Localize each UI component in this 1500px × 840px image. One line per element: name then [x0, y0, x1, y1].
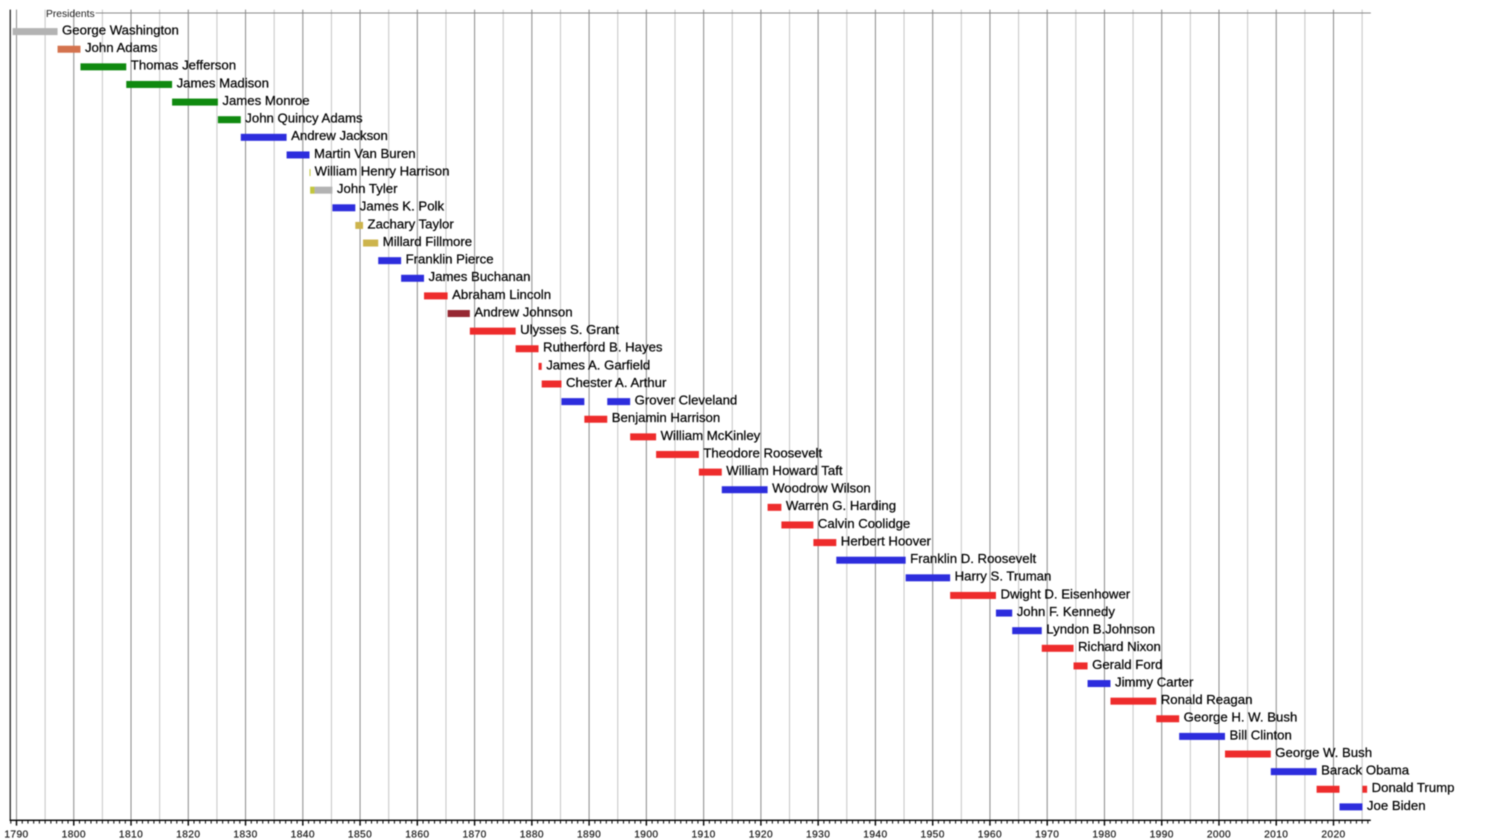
svg-text:George H. W. Bush: George H. W. Bush	[1184, 710, 1298, 725]
svg-text:Chester A. Arthur: Chester A. Arthur	[566, 375, 667, 390]
svg-text:Andrew Johnson: Andrew Johnson	[474, 304, 572, 319]
svg-text:James K. Polk: James K. Polk	[360, 199, 445, 214]
svg-text:1870: 1870	[462, 830, 486, 840]
svg-text:James Madison: James Madison	[177, 75, 269, 90]
svg-text:James A. Garfield: James A. Garfield	[546, 357, 650, 372]
svg-text:1900: 1900	[634, 830, 658, 840]
svg-text:1890: 1890	[577, 830, 601, 840]
svg-text:1920: 1920	[749, 830, 773, 840]
svg-text:Grover Cleveland: Grover Cleveland	[635, 393, 738, 408]
svg-text:Thomas Jefferson: Thomas Jefferson	[131, 58, 236, 73]
svg-text:1840: 1840	[291, 830, 315, 840]
svg-text:Benjamin Harrison: Benjamin Harrison	[612, 410, 720, 425]
svg-text:Abraham Lincoln: Abraham Lincoln	[452, 287, 551, 302]
svg-text:1990: 1990	[1150, 830, 1174, 840]
svg-text:Barack Obama: Barack Obama	[1321, 763, 1410, 778]
svg-text:1950: 1950	[921, 830, 945, 840]
svg-text:Martin Van Buren: Martin Van Buren	[314, 146, 416, 161]
svg-text:1860: 1860	[405, 830, 429, 840]
svg-text:George W. Bush: George W. Bush	[1275, 745, 1372, 760]
svg-text:1910: 1910	[691, 830, 715, 840]
svg-text:Presidents: Presidents	[46, 9, 95, 20]
svg-text:James Monroe: James Monroe	[222, 93, 309, 108]
svg-text:Harry S. Truman: Harry S. Truman	[955, 569, 1052, 584]
svg-text:1960: 1960	[978, 830, 1002, 840]
svg-text:William Howard Taft: William Howard Taft	[726, 463, 843, 478]
svg-text:William Henry Harrison: William Henry Harrison	[315, 163, 450, 178]
svg-text:1970: 1970	[1035, 830, 1059, 840]
svg-text:1790: 1790	[4, 830, 28, 840]
svg-text:1980: 1980	[1092, 830, 1116, 840]
svg-text:Woodrow Wilson: Woodrow Wilson	[772, 481, 871, 496]
svg-text:Franklin D. Roosevelt: Franklin D. Roosevelt	[910, 551, 1036, 566]
svg-text:1940: 1940	[863, 830, 887, 840]
svg-text:John Quincy Adams: John Quincy Adams	[245, 111, 363, 126]
svg-text:Dwight D. Eisenhower: Dwight D. Eisenhower	[1000, 586, 1130, 601]
svg-text:Herbert Hoover: Herbert Hoover	[841, 533, 932, 548]
svg-text:Andrew Jackson: Andrew Jackson	[291, 128, 388, 143]
svg-text:Ronald Reagan: Ronald Reagan	[1161, 692, 1253, 707]
svg-text:George Washington: George Washington	[62, 23, 179, 38]
svg-text:1850: 1850	[348, 830, 372, 840]
svg-text:Franklin Pierce: Franklin Pierce	[406, 252, 494, 267]
svg-text:Joe Biden: Joe Biden	[1367, 798, 1426, 813]
svg-text:1880: 1880	[520, 830, 544, 840]
svg-text:Rutherford B. Hayes: Rutherford B. Hayes	[543, 340, 663, 355]
svg-text:1930: 1930	[806, 830, 830, 840]
svg-text:Richard Nixon: Richard Nixon	[1078, 639, 1161, 654]
svg-text:Zachary Taylor: Zachary Taylor	[368, 216, 455, 231]
svg-text:2000: 2000	[1207, 830, 1231, 840]
svg-text:Lyndon B.Johnson: Lyndon B.Johnson	[1046, 622, 1155, 637]
svg-text:Jimmy Carter: Jimmy Carter	[1115, 674, 1194, 689]
svg-text:Millard Fillmore: Millard Fillmore	[383, 234, 472, 249]
svg-text:1810: 1810	[119, 830, 143, 840]
svg-text:William McKinley: William McKinley	[661, 428, 761, 443]
svg-text:1800: 1800	[62, 830, 86, 840]
svg-text:1820: 1820	[176, 830, 200, 840]
svg-text:Warren G. Harding: Warren G. Harding	[786, 498, 896, 513]
svg-text:John Tyler: John Tyler	[337, 181, 398, 196]
svg-text:Calvin Coolidge: Calvin Coolidge	[818, 516, 910, 531]
svg-text:Theodore Roosevelt: Theodore Roosevelt	[703, 445, 822, 460]
svg-text:Ulysses S. Grant: Ulysses S. Grant	[520, 322, 619, 337]
svg-text:John F. Kennedy: John F. Kennedy	[1017, 604, 1116, 619]
svg-text:1830: 1830	[233, 830, 257, 840]
svg-text:Donald Trump: Donald Trump	[1372, 780, 1455, 795]
svg-text:Gerald Ford: Gerald Ford	[1092, 657, 1162, 672]
svg-text:James Buchanan: James Buchanan	[429, 269, 531, 284]
svg-text:Bill Clinton: Bill Clinton	[1229, 727, 1291, 742]
svg-text:2010: 2010	[1264, 830, 1288, 840]
svg-text:John Adams: John Adams	[85, 40, 158, 55]
svg-text:2020: 2020	[1321, 830, 1345, 840]
